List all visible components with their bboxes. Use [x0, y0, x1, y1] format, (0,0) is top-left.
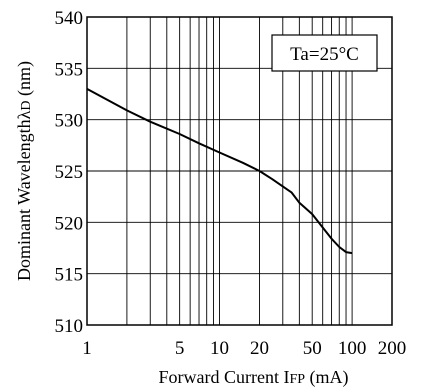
x-axis-title-prefix: Forward Current I [158, 367, 289, 387]
x-tick-label: 1 [82, 338, 92, 359]
x-axis-title-suffix: (mA) [305, 367, 349, 388]
x-tick-label: 50 [303, 338, 322, 359]
series-line [86, 88, 353, 255]
y-tick-label: 530 [55, 111, 84, 132]
annotation-label: Ta=25°C [290, 44, 359, 65]
annotation-box: Ta=25°C [271, 34, 378, 72]
y-tick-label: 525 [55, 162, 84, 183]
x-tick-label: 10 [210, 338, 229, 359]
plot-frame [86, 16, 393, 326]
y-axis-title-symbol: λ [14, 110, 34, 119]
y-tick-labels: 510 515 520 525 530 535 540 [55, 8, 84, 337]
y-axis-title-suffix: (nm) [14, 61, 35, 101]
y-tick-label: 520 [55, 213, 84, 234]
y-tick-label: 540 [55, 8, 84, 29]
x-tick-label: 100 [338, 338, 367, 359]
x-tick-labels: 1 5 10 20 50 100 200 [82, 338, 406, 359]
annotation-frame [271, 34, 378, 72]
series-layer [86, 88, 353, 255]
x-axis-title: Forward Current IFP (mA) [158, 367, 348, 388]
x-tick-label: 20 [250, 338, 269, 359]
x-tick-label: 200 [378, 338, 407, 359]
x-tick-label: 5 [175, 338, 185, 359]
y-tick-label: 535 [55, 59, 84, 80]
y-tick-label: 515 [55, 265, 84, 286]
x-axis-title-subscript: FP [289, 372, 305, 387]
y-axis-title-subscript: D [19, 100, 34, 110]
y-tick-label: 510 [55, 316, 84, 337]
y-axis-title-prefix: Dominant Wavelength [14, 119, 34, 281]
y-axis-title: Dominant WavelengthλD (nm) [14, 61, 35, 281]
